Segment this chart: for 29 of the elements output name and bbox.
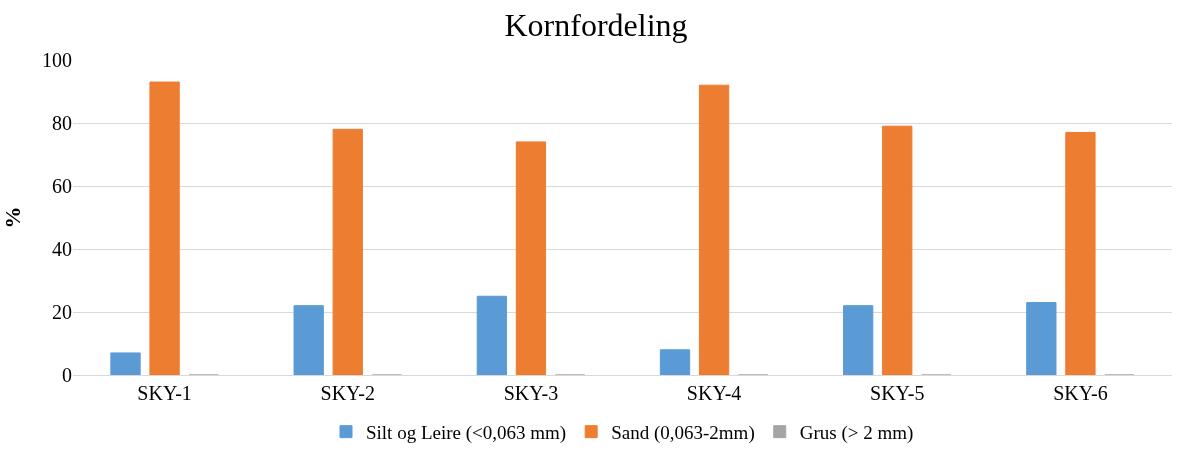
x-tick-label: SKY-1 bbox=[137, 382, 192, 404]
x-tick-label: SKY-2 bbox=[320, 382, 375, 404]
x-tick-label: SKY-4 bbox=[686, 382, 742, 404]
bar bbox=[110, 352, 141, 375]
y-tick-label: 40 bbox=[52, 238, 72, 260]
y-tick-label: 100 bbox=[42, 49, 72, 71]
bar bbox=[659, 349, 691, 375]
bar bbox=[293, 305, 324, 375]
bar bbox=[882, 125, 913, 375]
chart-title: Kornfordeling bbox=[504, 7, 688, 44]
bar bbox=[698, 84, 730, 375]
legend-label: Sand (0,063-2mm) bbox=[611, 422, 755, 445]
bar bbox=[515, 141, 547, 375]
bar bbox=[1065, 131, 1096, 375]
legend-label: Grus (> 2 mm) bbox=[799, 422, 914, 445]
legend-label: Silt og Leire (<0,063 mm) bbox=[366, 422, 567, 445]
x-tick-label: SKY-6 bbox=[1053, 382, 1108, 404]
bar bbox=[1026, 302, 1057, 375]
x-tick-label: SKY-3 bbox=[503, 382, 559, 404]
y-axis-title: % bbox=[0, 206, 25, 229]
bar bbox=[476, 295, 507, 375]
bar bbox=[149, 81, 180, 375]
x-tick-label: SKY-5 bbox=[870, 382, 925, 404]
y-tick-label: 60 bbox=[52, 175, 72, 197]
bar bbox=[332, 128, 363, 375]
y-tick-label: 0 bbox=[62, 364, 72, 386]
y-tick-label: 80 bbox=[52, 112, 72, 134]
bar bbox=[843, 305, 874, 375]
y-tick-label: 20 bbox=[52, 301, 72, 323]
